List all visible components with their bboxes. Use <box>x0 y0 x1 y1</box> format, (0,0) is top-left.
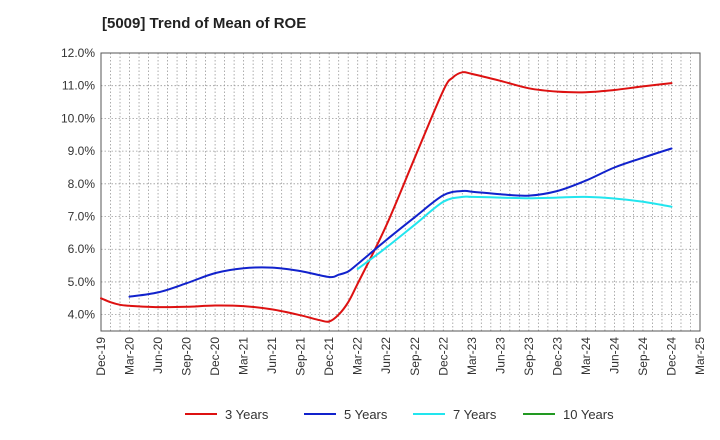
x-tick-label: Dec-20 <box>208 337 222 376</box>
series-lines <box>100 71 673 323</box>
legend: 3 Years 5 Years 7 Years 10 Years <box>185 407 614 422</box>
x-tick-label: Dec-21 <box>322 337 336 376</box>
x-tick-label: Dec-23 <box>550 337 564 376</box>
x-tick-label: Mar-20 <box>123 337 137 375</box>
x-tick-label: Jun-23 <box>493 337 507 374</box>
y-tick-label: 9.0% <box>68 144 96 158</box>
y-tick-label: 12.0% <box>61 46 95 60</box>
legend-label: 10 Years <box>563 407 614 422</box>
x-tick-label: Jun-24 <box>607 337 621 374</box>
x-tick-label: Mar-22 <box>351 337 365 375</box>
x-tick-label: Sep-21 <box>294 337 308 376</box>
y-tick-label: 10.0% <box>61 111 95 125</box>
chart-title: [5009] Trend of Mean of ROE <box>102 15 307 32</box>
x-tick-label: Dec-22 <box>436 337 450 376</box>
x-tick-label: Mar-21 <box>237 337 251 375</box>
x-tick-label: Mar-25 <box>693 337 707 375</box>
x-tick-label: Jun-22 <box>379 337 393 374</box>
x-tick-label: Mar-24 <box>579 337 593 375</box>
x-tick-label: Sep-23 <box>522 337 536 376</box>
y-tick-label: 4.0% <box>68 308 96 322</box>
legend-label: 5 Years <box>344 407 388 422</box>
series-line-3 <box>356 195 673 270</box>
x-tick-label: Jun-20 <box>151 337 165 374</box>
plot-frame <box>100 52 701 332</box>
y-tick-label: 8.0% <box>68 177 96 191</box>
x-tick-label: Mar-23 <box>465 337 479 375</box>
x-tick-label: Dec-24 <box>664 337 678 376</box>
series-line-1 <box>100 71 673 323</box>
y-axis-tick-labels: 4.0% 5.0% 6.0% 7.0% 8.0% 9.0% 10.0% 11.0% 12.0% <box>61 46 95 322</box>
x-tick-label: Jun-21 <box>265 337 279 374</box>
y-tick-label: 6.0% <box>68 242 96 256</box>
x-tick-label: Dec-19 <box>94 337 108 376</box>
y-tick-label: 5.0% <box>68 275 96 289</box>
grid-lines <box>101 52 700 331</box>
series-line-2 <box>128 147 673 298</box>
x-tick-label: Sep-22 <box>408 337 422 376</box>
legend-label: 3 Years <box>225 407 269 422</box>
x-tick-label: Sep-24 <box>636 337 650 376</box>
y-tick-label: 11.0% <box>62 79 95 93</box>
legend-label: 7 Years <box>453 407 497 422</box>
y-tick-label: 7.0% <box>68 210 96 224</box>
x-tick-label: Sep-20 <box>180 337 194 376</box>
x-axis-tick-labels: Dec-19 Mar-20 Jun-20 Sep-20 Dec-20 Mar-21 Jun-… <box>94 337 707 376</box>
